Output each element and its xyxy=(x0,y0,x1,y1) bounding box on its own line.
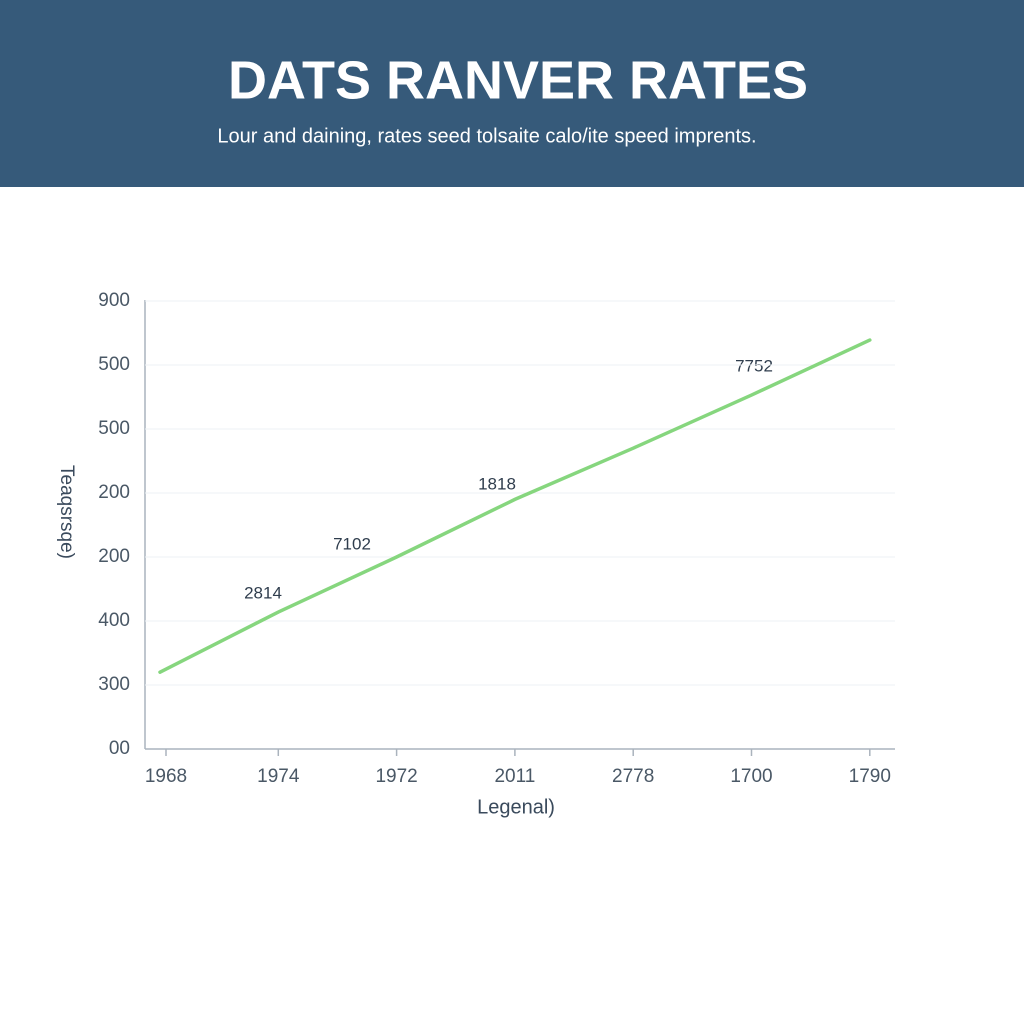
x-tick-label: 1974 xyxy=(257,766,300,787)
chart-title: DATS RANVER RATES xyxy=(228,50,808,110)
chart-subtitle: Lour and daining, rates seed tolsaite ca… xyxy=(217,125,756,147)
x-tick-label: 2011 xyxy=(494,766,535,787)
x-axis-label: Legenal) xyxy=(477,796,555,818)
x-tick-label: 1700 xyxy=(730,766,772,787)
annotation: 7102 xyxy=(333,534,371,553)
y-axis-label: Teaqsrsqe) xyxy=(56,465,77,559)
y-tick-label: 00 xyxy=(109,738,130,759)
y-tick-label: 500 xyxy=(98,418,130,439)
annotation: 7752 xyxy=(735,356,773,375)
header-band xyxy=(0,0,1024,187)
y-tick-label: 900 xyxy=(98,290,130,311)
annotation: 1818 xyxy=(478,474,516,493)
y-tick-label: 400 xyxy=(98,610,130,631)
x-tick-label: 2778 xyxy=(612,766,654,787)
x-tick-label: 1790 xyxy=(849,766,891,787)
y-tick-label: 300 xyxy=(98,674,130,695)
x-tick-label: 1972 xyxy=(375,766,417,787)
line xyxy=(158,338,872,674)
y-tick-label: 200 xyxy=(98,546,130,567)
y-tick-label: 200 xyxy=(98,482,130,503)
annotation: 2814 xyxy=(244,583,282,602)
x-tick-label: 1968 xyxy=(145,766,187,787)
y-tick-label: 500 xyxy=(98,354,130,375)
